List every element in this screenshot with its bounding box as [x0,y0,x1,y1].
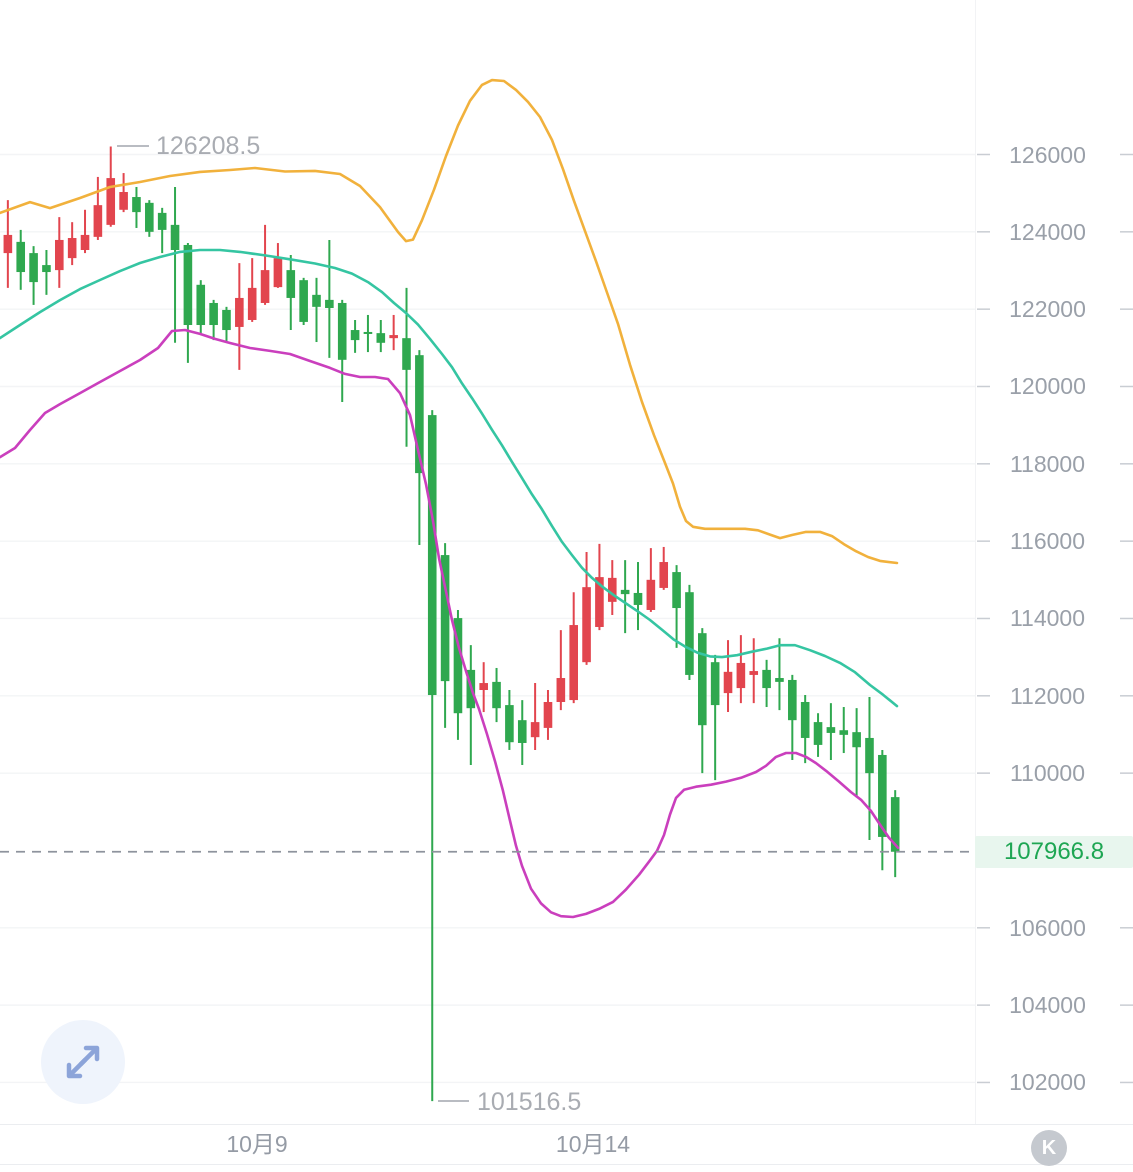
candle-body [286,270,296,298]
candle-body [839,730,849,735]
candle-body [852,732,861,748]
candle-body [235,297,244,327]
upper-band-line [0,78,899,565]
price-axis-label: 114000 [1009,605,1086,632]
candle-body [93,205,103,237]
candle-body [247,287,257,320]
candle-body [517,720,527,743]
candle-body [312,294,321,307]
candle-body [325,299,334,309]
candle-body [890,797,900,852]
candle-body [427,415,437,696]
price-axis-label: 104000 [1009,992,1086,1019]
candle-body [505,705,514,743]
candle-body [440,555,450,682]
candle-body [633,592,643,605]
candle-body [672,572,681,609]
candle-body [865,737,874,774]
time-axis-label: 10月14 [555,1131,631,1157]
candle-body [595,577,604,627]
time-axis-label: 10月9 [226,1131,288,1157]
candle-body [775,678,784,682]
candle-body [350,330,360,341]
candle-body [479,683,488,691]
last-price-tag: 107966.8 [975,836,1133,868]
middle-band-line [0,248,899,708]
high-marker-dash [117,145,149,147]
candle-body [3,234,13,254]
candle-body [453,618,463,714]
candle-body [788,679,797,721]
price-axis-label: 116000 [1009,528,1086,555]
candle-body [106,178,116,225]
candle-body [762,669,771,689]
candle-body [620,589,630,595]
price-axis-label: 118000 [1009,450,1086,477]
candle-body [800,701,810,738]
candle-body [196,284,206,326]
candle-body [260,270,270,303]
k-logo-badge: K [1031,1130,1067,1166]
candle-body [685,592,694,675]
candle-body [363,331,373,334]
candle-body [299,280,308,322]
candle-body [67,238,77,259]
candle-body [749,671,759,675]
price-axis-label: 110000 [1009,760,1086,787]
candle-body [55,239,64,271]
candle-body [607,577,617,602]
price-axis-label: 122000 [1009,296,1086,323]
fullscreen-button[interactable] [41,1020,125,1104]
candle-body [209,302,218,326]
price-axis-label: 120000 [1009,373,1086,400]
candle-body [337,302,347,360]
candle-body [556,678,566,702]
candle-body [582,587,591,663]
candle-body [492,681,501,709]
candle-body [402,338,411,370]
price-axis-label: 112000 [1009,682,1086,709]
candle-body [183,244,193,326]
price-axis-label: 126000 [1009,141,1086,168]
candle-body [170,224,180,251]
low-marker-dash [438,1100,469,1102]
candle-body [813,722,823,745]
candle-body [16,241,26,273]
candle-body [723,671,733,694]
candle-body [157,212,167,230]
low-price-label: 101516.5 [477,1088,582,1116]
expand-arrows-icon [66,1045,100,1079]
candle-body [530,722,540,738]
candle-body [543,701,553,728]
candle-body [119,192,128,210]
candle-body [273,258,283,288]
candle-body [389,335,398,339]
candle-body [222,309,231,331]
candle-body [698,633,707,726]
candle-body [42,265,51,273]
high-price-label: 126208.5 [156,132,261,160]
candle-body [646,579,656,610]
candle-body [569,625,578,701]
price-axis-label: 124000 [1009,218,1086,245]
candle-body [736,662,746,689]
candle-body [376,333,386,343]
candle-body [415,355,424,474]
candle-body [659,562,669,588]
time-axis [0,1124,1133,1165]
candle-body [80,234,90,251]
price-axis-label: 102000 [1009,1069,1086,1096]
candle-body [878,754,887,837]
candle-body [29,253,38,283]
price-axis-label: 106000 [1009,914,1086,941]
candle-body [826,727,836,733]
candle-body [132,197,141,213]
candle-body [710,662,720,706]
lower-band-line [0,328,900,919]
candle-body [145,202,154,232]
